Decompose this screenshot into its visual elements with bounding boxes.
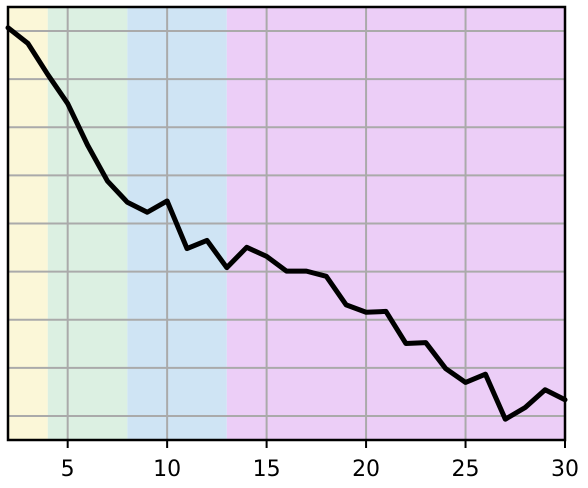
x-tick-label: 15 bbox=[253, 457, 281, 482]
x-tick-label: 5 bbox=[61, 457, 75, 482]
x-axis-ticks: 5 10 15 20 25 30 bbox=[61, 440, 579, 482]
plot-frame bbox=[6, 5, 567, 442]
x-tick-label: 20 bbox=[352, 457, 380, 482]
series-layer bbox=[5, 25, 568, 422]
x-tick-label: 30 bbox=[551, 457, 579, 482]
x-tick-label: 25 bbox=[452, 457, 480, 482]
series-line-1 bbox=[5, 25, 568, 422]
x-tick-label: 10 bbox=[153, 457, 181, 482]
